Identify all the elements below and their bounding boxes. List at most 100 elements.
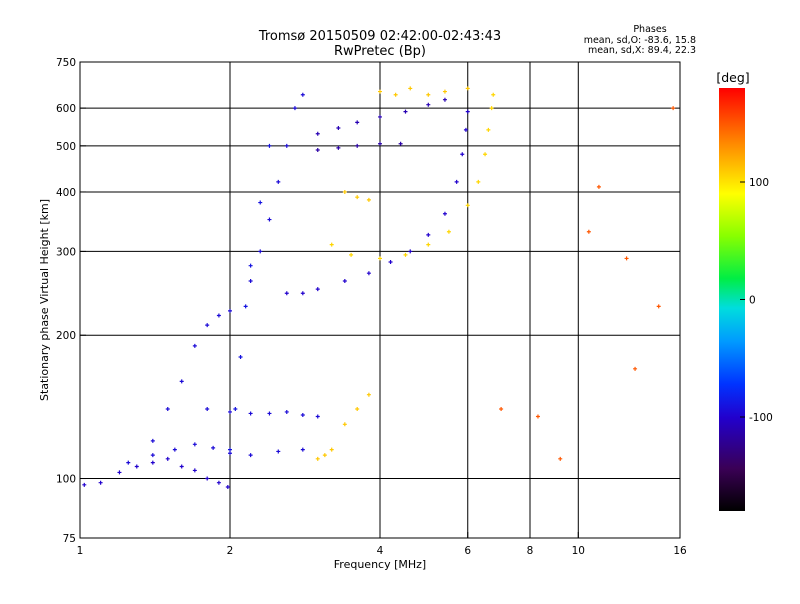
data-point [98, 480, 103, 485]
data-point [205, 476, 210, 481]
data-point [322, 453, 327, 458]
colorbar-tick-label: -100 [749, 412, 773, 424]
data-point [315, 456, 320, 461]
data-point [300, 447, 305, 452]
y-tick-label: 100 [56, 474, 76, 486]
data-point [165, 406, 170, 411]
data-point [248, 411, 253, 416]
data-point [483, 152, 488, 157]
series-f1-cusp-o- [228, 143, 272, 452]
series-f2-trace-x- [329, 92, 496, 261]
data-point [355, 195, 360, 200]
data-point [393, 92, 398, 97]
data-point [179, 379, 184, 384]
data-point [211, 445, 216, 450]
data-point [336, 145, 341, 150]
data-point [192, 343, 197, 348]
axis-ticks [79, 61, 681, 539]
data-point [426, 92, 431, 97]
data-point [442, 89, 447, 94]
x-tick-label: 16 [673, 545, 687, 557]
data-point [378, 114, 382, 119]
data-point [366, 271, 371, 276]
data-point [558, 456, 563, 461]
data-point [276, 449, 281, 454]
x-tick-label: 4 [377, 545, 384, 557]
colorbar-tick-label: 0 [749, 295, 756, 307]
data-point [258, 249, 263, 254]
data-point [292, 106, 297, 111]
data-point [342, 189, 347, 194]
data-point [403, 252, 408, 257]
data-point [329, 242, 334, 247]
data-point [378, 89, 382, 94]
data-point [267, 411, 272, 416]
data-point [426, 102, 431, 107]
data-point [388, 260, 393, 265]
data-point [656, 304, 661, 309]
data-point [248, 453, 253, 458]
data-point [486, 127, 491, 132]
data-point [179, 464, 184, 469]
series-e-layer-trace [126, 442, 305, 465]
colorbar-label: [deg] [716, 70, 749, 85]
data-point [465, 203, 470, 208]
phases-mean-x: mean, sd,X: 89.4, 22.3 [588, 45, 696, 56]
x-tick-label: 8 [527, 545, 534, 557]
x-tick-label: 6 [464, 545, 471, 557]
data-point [117, 470, 122, 475]
chart-title: Tromsø 20150509 02:42:00-02:43:43 [258, 29, 501, 44]
series-low-frequency-e-echoes [82, 456, 230, 489]
data-point [228, 308, 232, 313]
data-point [134, 464, 139, 469]
y-tick-label: 500 [56, 141, 76, 153]
x-tick-labels: 1 2 4 6 8 10 16 [77, 545, 687, 557]
series-f-multi-hop-o- [315, 97, 447, 136]
data-point [284, 291, 289, 296]
data-point [426, 232, 431, 237]
data-points [82, 86, 676, 489]
data-point [398, 141, 403, 146]
series-x-features [342, 86, 470, 202]
data-point [126, 460, 131, 465]
data-point [378, 256, 382, 261]
x-tick-label: 1 [77, 545, 84, 557]
series-sparse-echoes [499, 106, 676, 461]
data-point [238, 355, 243, 360]
data-point [442, 211, 447, 216]
series-multi-hop-e [205, 406, 320, 419]
data-point [336, 126, 341, 131]
data-point [426, 242, 431, 247]
data-point [463, 127, 468, 132]
colorbar-tick-label: 100 [749, 177, 769, 189]
data-point [267, 143, 272, 148]
data-point [671, 106, 676, 111]
colorbar-ticks: 100 0 -100 [740, 177, 773, 424]
y-tick-label: 750 [56, 57, 76, 69]
data-point [284, 143, 289, 148]
data-point [355, 406, 360, 411]
data-point [355, 120, 360, 125]
y-tick-label: 600 [56, 103, 76, 115]
data-point [315, 414, 320, 419]
data-point [82, 482, 87, 487]
data-point [489, 106, 494, 111]
data-point [454, 179, 459, 184]
data-point [446, 229, 451, 234]
data-point [499, 406, 504, 411]
y-axis-label: Stationary phase Virtual Height [km] [38, 199, 51, 401]
data-point [315, 147, 320, 152]
data-point [225, 484, 230, 489]
data-point [624, 256, 629, 261]
data-point [491, 92, 496, 97]
data-point [315, 287, 320, 292]
data-point [329, 447, 334, 452]
chart-subtitle: RwPretec (Bp) [334, 44, 426, 59]
data-point [248, 279, 253, 284]
data-point [342, 422, 347, 427]
data-point [258, 200, 263, 205]
data-point [165, 456, 170, 461]
data-point [243, 304, 248, 309]
data-point [228, 451, 232, 456]
